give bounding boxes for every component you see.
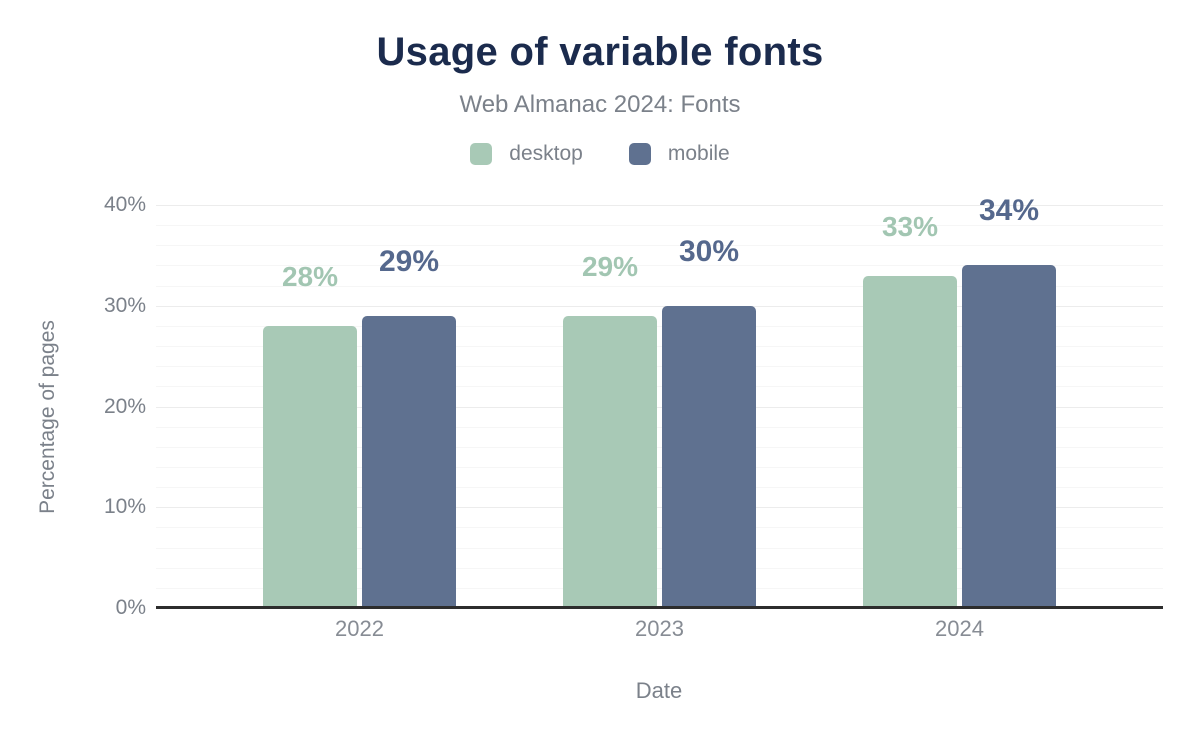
legend-swatch-icon: [628, 143, 651, 165]
bar-label-desktop-2023: 29%: [581, 250, 639, 282]
legend-item-desktop[interactable]: desktop: [470, 142, 583, 166]
chart-title: Usage of variable fonts: [376, 30, 824, 74]
bar-label-desktop-2022: 28%: [281, 260, 339, 292]
legend-swatch-icon: [470, 143, 493, 165]
gridline-minor: [156, 466, 1163, 468]
gridline-minor: [156, 547, 1163, 549]
y-tick-label: 30%: [103, 293, 146, 317]
gridline-minor: [156, 285, 1163, 287]
gridline-minor: [156, 245, 1163, 247]
chart-subtitle: Web Almanac 2024: Fonts: [459, 91, 741, 118]
x-tick-label-2022: 2022: [335, 616, 384, 641]
legend-label: desktop: [509, 142, 583, 165]
bar-desktop-2023[interactable]: [563, 315, 657, 608]
legend-label: mobile: [667, 142, 730, 165]
gridline-minor: [156, 527, 1163, 529]
gridline-minor: [156, 325, 1163, 327]
x-tick-label-2023: 2023: [635, 616, 684, 641]
bar-desktop-2024[interactable]: [863, 275, 957, 608]
plot-area: 28% 29% 33% 29% 30% 34%: [156, 194, 1163, 609]
bar-mobile-2023[interactable]: [662, 305, 756, 608]
gridline-major: [156, 406, 1163, 408]
x-tick-label-2024: 2024: [935, 616, 984, 641]
gridline-minor: [156, 587, 1163, 589]
gridline-minor: [156, 446, 1163, 448]
x-axis-title: Date: [635, 678, 683, 703]
bar-mobile-2022[interactable]: [362, 315, 456, 608]
bar-label-desktop-2024: 33%: [881, 210, 939, 242]
gridline-minor: [156, 386, 1163, 388]
y-tick-label: 0%: [115, 596, 146, 619]
bar-label-mobile-2023: 30%: [678, 234, 740, 268]
gridline-minor: [156, 567, 1163, 569]
gridline-minor: [156, 487, 1163, 489]
bar-mobile-2024[interactable]: [962, 265, 1056, 608]
legend: desktop mobile: [0, 142, 1200, 166]
x-axis-line: [156, 606, 1163, 609]
gridline-minor: [156, 225, 1163, 227]
gridline-major: [156, 205, 1163, 206]
gridline-major: [156, 305, 1163, 307]
y-tick-label: 10%: [103, 495, 146, 519]
gridline-minor: [156, 265, 1163, 267]
y-tick-label: 20%: [103, 394, 146, 418]
legend-item-mobile[interactable]: mobile: [628, 142, 730, 166]
gridline-major: [156, 507, 1163, 509]
gridline-minor: [156, 426, 1163, 428]
bar-label-mobile-2022: 29%: [378, 244, 440, 278]
y-tick-label: 40%: [103, 193, 146, 216]
gridline-minor: [156, 346, 1163, 348]
gridline-minor: [156, 366, 1163, 368]
bar-label-mobile-2024: 34%: [978, 194, 1040, 228]
bar-desktop-2022[interactable]: [263, 325, 357, 608]
